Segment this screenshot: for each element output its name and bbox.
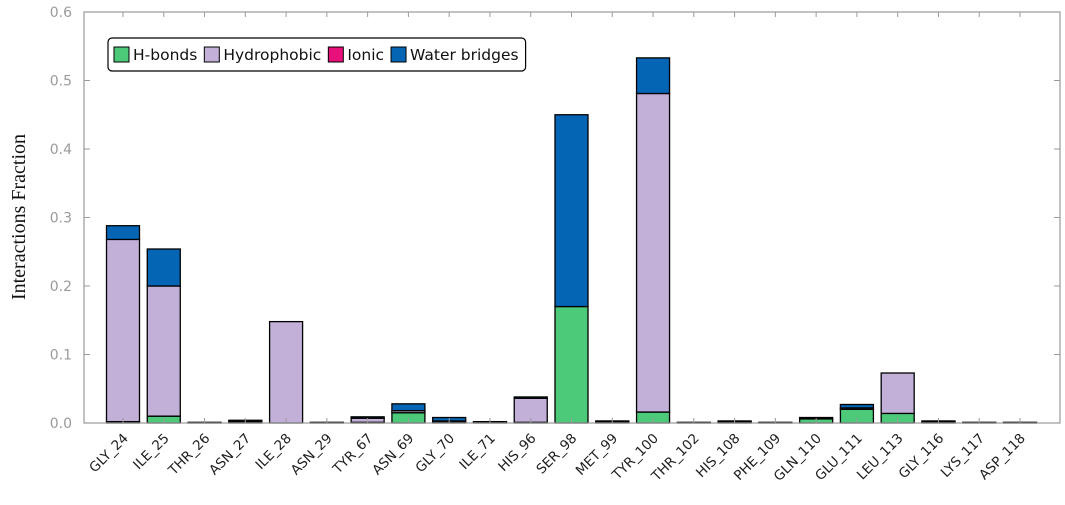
y-tick-label: 0.4 (50, 142, 72, 158)
x-tick-label: HIS_96 (495, 431, 539, 475)
legend-label: H-bonds (133, 46, 197, 64)
x-tick-label: GLY_70 (412, 431, 458, 477)
bar-segment (635, 92, 671, 413)
y-tick-label: 0.5 (50, 74, 72, 90)
x-tick-label: SER_98 (533, 431, 580, 478)
legend-swatch (113, 46, 130, 63)
bars-layer (105, 57, 1038, 424)
bar-segment (391, 403, 426, 412)
y-axis: 0.0 0.1 0.2 0.3 0.4 0.5 0.6 (50, 5, 1060, 432)
bar-segment (268, 320, 304, 424)
legend-label: Water bridges (410, 46, 519, 64)
x-tick-label: GLY_116 (896, 431, 948, 483)
bar-segment (635, 57, 671, 95)
legend-label: Ionic (347, 46, 384, 64)
legend-swatch (390, 46, 407, 63)
bar-segment (105, 238, 141, 423)
y-tick-label: 0.3 (50, 211, 72, 227)
x-tick-label: ASN_69 (369, 431, 417, 479)
legend-label: Hydrophobic (223, 46, 321, 64)
bar-segment (146, 285, 181, 417)
y-tick-label: 0.1 (50, 348, 72, 364)
x-tick-label: GLY_24 (86, 431, 132, 477)
bar-segment (146, 248, 181, 287)
y-tick-label: 0.6 (50, 5, 72, 21)
bar-segment (513, 396, 548, 399)
x-tick-label: ASN_27 (206, 431, 254, 479)
y-axis-label: Interactions Fraction (8, 134, 30, 300)
legend-swatch (203, 46, 220, 63)
bar-segment (839, 403, 875, 409)
legend-swatch (327, 46, 344, 63)
bar-segment (554, 114, 589, 308)
legend-box (107, 37, 527, 72)
x-tick-label: ILE_71 (456, 431, 498, 473)
y-tick-label: 0.2 (50, 279, 72, 295)
y-tick-label: 0.0 (50, 416, 72, 432)
bar-segment (880, 372, 915, 415)
x-tick-label: TYR_67 (329, 431, 376, 478)
bar-segment (105, 225, 141, 241)
x-tick-label: THR_26 (165, 431, 214, 480)
bar-segment (350, 416, 385, 419)
x-tick-label: ASN_29 (288, 431, 336, 479)
bar-segment (554, 305, 589, 424)
legend: H-bonds Hydrophobic Ionic Water bridges (107, 37, 527, 72)
